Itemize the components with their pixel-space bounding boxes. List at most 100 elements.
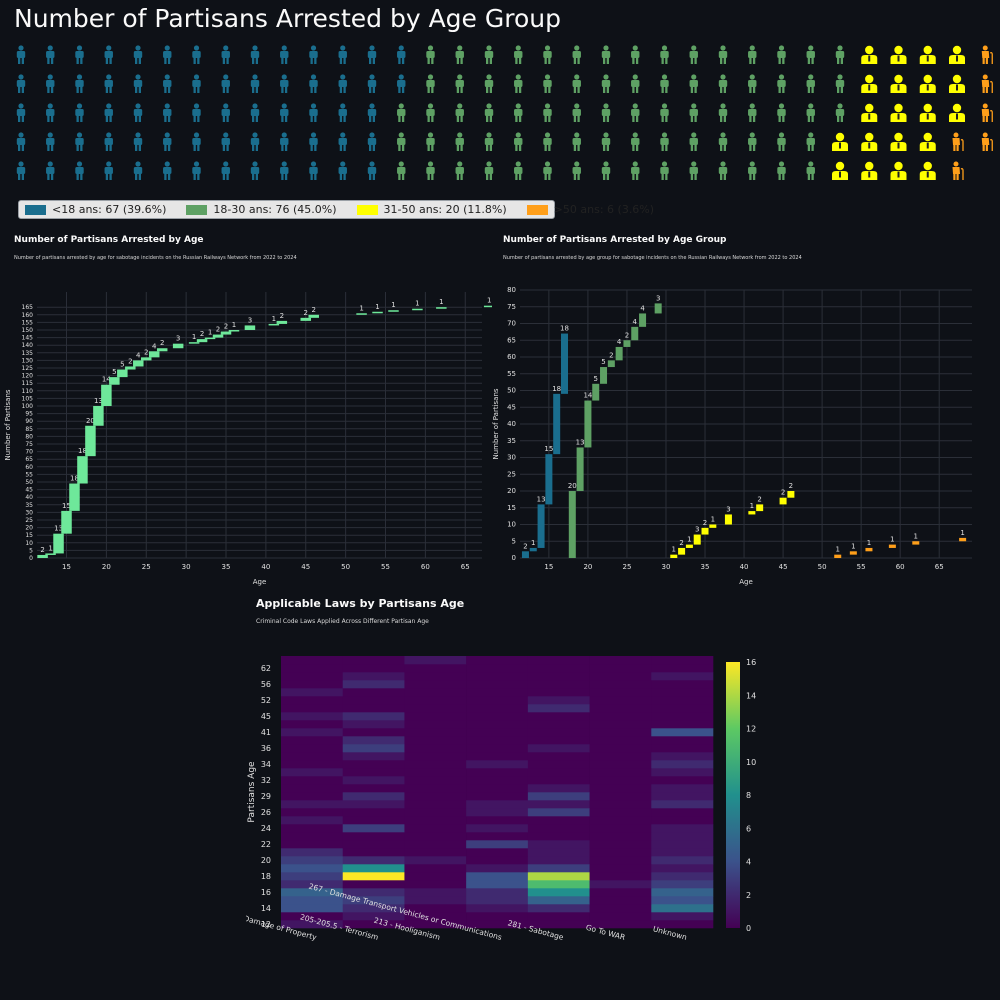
person-figure-icon [660,161,669,180]
heatmap-cell [404,768,467,777]
x-tick-label: 55 [381,563,390,571]
data-label: 2 [128,357,132,365]
heatmap-cell [281,792,344,801]
person-figure-icon [455,103,464,122]
icon-head [923,45,932,55]
icon-body [806,51,815,58]
person-figure-icon [455,45,464,64]
icon-leg [606,57,609,64]
bar [709,524,717,528]
child-figure-icon [221,103,230,122]
heatmap-cell [651,832,714,841]
heatmap-cell [589,856,652,865]
bar [276,320,288,324]
icon-head [427,161,434,167]
child-figure-icon [16,103,26,122]
icon-leg [310,57,313,64]
elderly-with-cane-icon [952,132,964,151]
icon-head [749,45,755,51]
heatmap-cell [466,808,529,817]
data-label: 1 [48,544,52,552]
man-in-suit-icon [861,45,878,64]
heatmap-cell [527,736,590,745]
icon-leg [782,115,785,122]
bar [553,393,561,455]
icon-head [76,132,83,138]
heatmap-cell [527,680,590,689]
heatmap-cell [281,688,344,697]
icon-head [778,45,785,51]
icon-head [340,74,346,80]
person-figure-icon [601,45,611,64]
icon-leg [164,115,167,122]
icon-leg [603,144,606,151]
icon-tie [897,142,900,149]
child-figure-icon [192,103,201,122]
heatmap-cell [527,760,590,769]
person-figure-icon [835,74,845,93]
heatmap-cell [527,784,590,793]
child-figure-icon [46,161,55,180]
man-in-suit-icon [832,132,848,151]
icon-head [544,132,551,138]
bar [61,510,72,534]
icon-leg [544,86,547,93]
heatmap-cell [342,848,405,857]
icon-body [777,138,786,145]
heatmap-cell [342,832,405,841]
icon-head [808,45,814,51]
data-label: 20 [86,417,95,425]
data-label: 1 [272,315,276,323]
icon-leg [80,144,83,151]
data-label: 2 [200,330,204,338]
icon-leg [105,115,109,122]
icon-body [748,167,757,174]
icon-head [193,74,200,80]
heatmap-cell [466,672,529,681]
icon-body [748,109,757,116]
icon-tie [868,55,871,62]
icon-body [601,167,611,174]
heatmap-cell [527,720,590,729]
icon-body [192,51,201,58]
child-figure-icon [309,45,318,64]
heatmap-cell [466,856,529,865]
icon-tie [897,113,900,120]
heatmap-cell [342,776,405,785]
heatmap-cell [589,920,652,929]
icon-body [338,51,347,58]
person-figure-icon [601,161,611,180]
data-label: 5 [112,368,116,376]
icon-leg [372,86,375,93]
icon-head [749,132,755,138]
icon-body [806,109,815,116]
data-label: 1 [192,333,196,341]
heatmap-cell [651,904,714,913]
icon-leg [135,57,138,64]
icon-leg [632,86,635,93]
icon-head [923,74,932,84]
icon-body [250,138,260,145]
icon-leg [314,57,317,64]
icon-head [749,74,755,80]
x-tick-label: 30 [182,563,191,571]
icon-leg [222,173,226,180]
icon-head [135,103,141,109]
icon-head [982,132,988,138]
heatmap-cell [404,760,467,769]
person-figure-icon [601,103,611,122]
icon-leg [193,144,196,151]
legend-swatch [186,204,208,215]
icon-body [104,167,113,174]
heatmap-cell [342,728,405,737]
bar [959,537,967,542]
person-figure-icon [455,74,464,93]
bar [693,534,701,545]
heatmap-cell [281,696,344,705]
icon-leg [749,144,752,151]
heatmap-cell [527,904,590,913]
icon-body [689,138,698,145]
heatmap-cell [589,872,652,881]
heatmap-cell [527,880,590,889]
y-tick-label: 135 [22,350,34,357]
